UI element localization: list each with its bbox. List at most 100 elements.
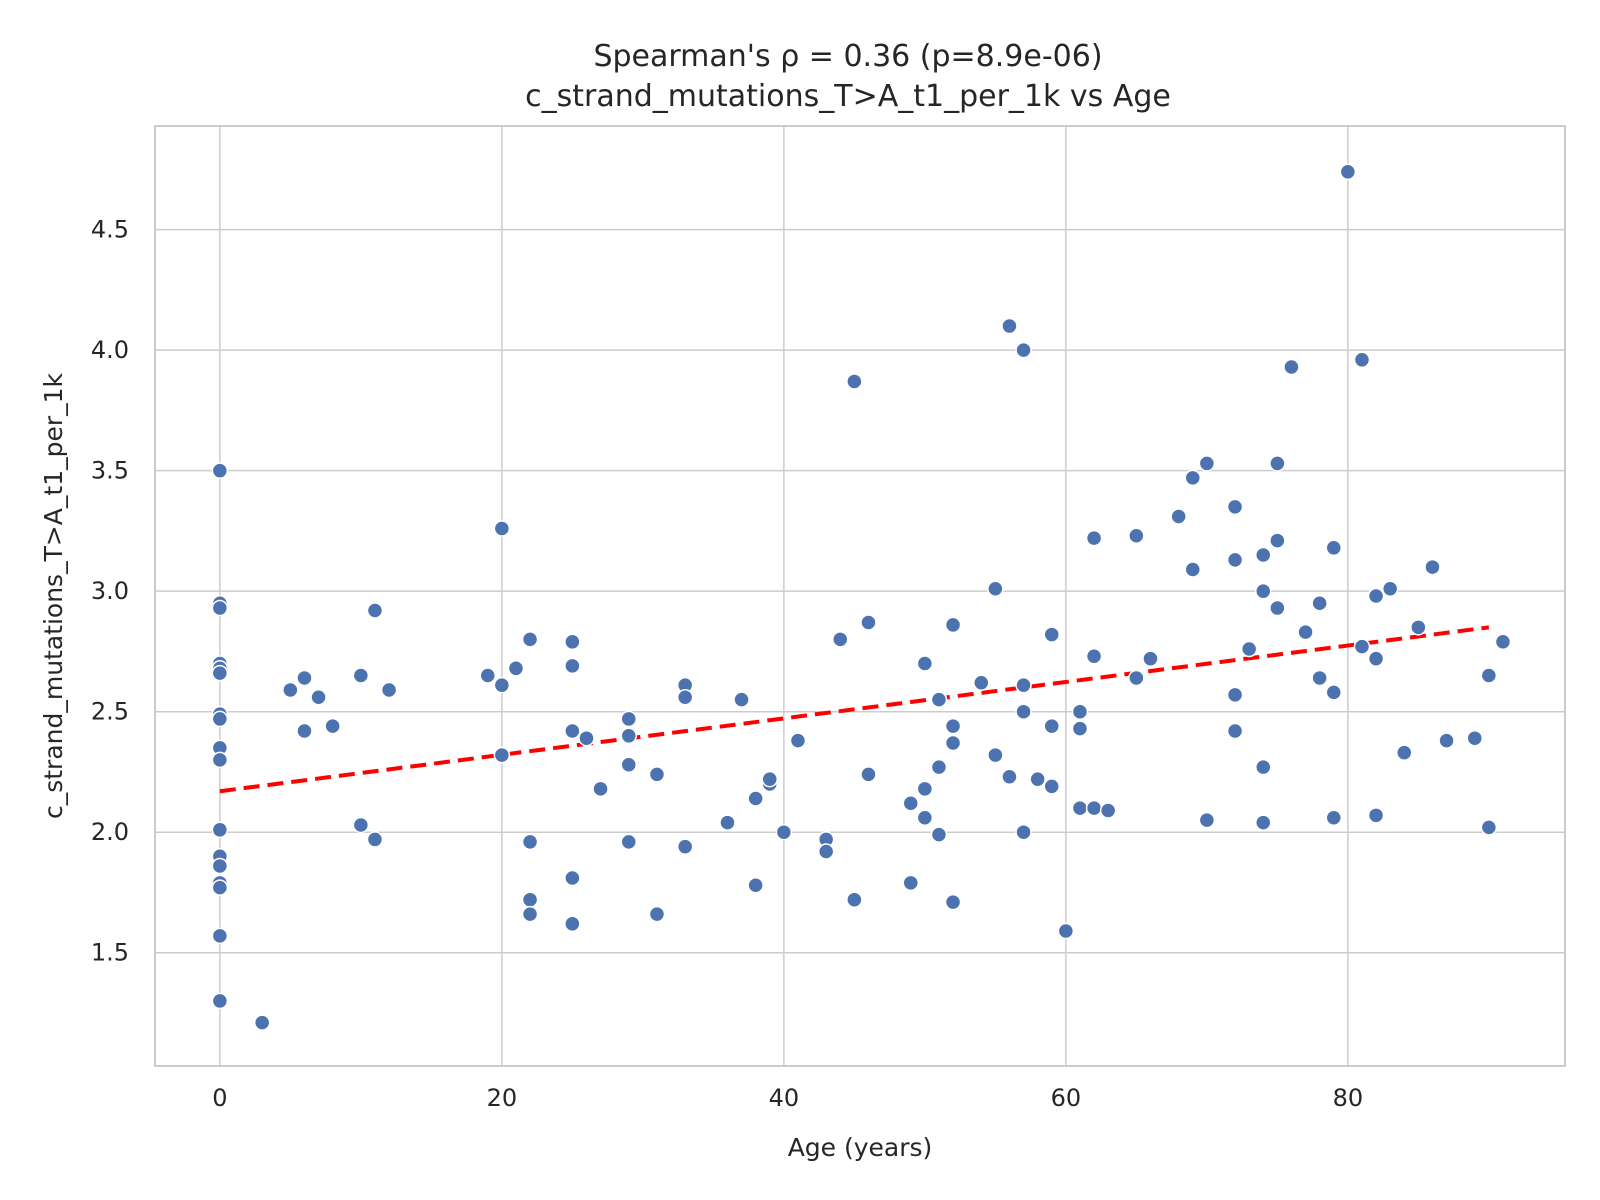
data-point <box>211 927 229 945</box>
data-point <box>733 691 750 708</box>
y-axis-label: c_strand_mutations_T>A_t1_per_1k <box>39 372 68 819</box>
data-point <box>1325 539 1343 557</box>
x-tick-label: 40 <box>769 1084 800 1112</box>
grid-lines <box>155 126 1565 1066</box>
plot-frame <box>154 125 1566 1067</box>
data-point <box>1128 669 1145 687</box>
data-point <box>987 580 1004 598</box>
data-point <box>1226 686 1244 704</box>
data-point <box>1240 640 1258 658</box>
data-point <box>1015 341 1032 359</box>
data-point <box>493 520 511 537</box>
data-point <box>1255 814 1272 831</box>
data-point <box>1184 469 1202 487</box>
trend-line <box>219 625 1490 794</box>
data-point <box>1396 744 1413 761</box>
data-point <box>211 751 229 769</box>
data-point <box>676 688 694 706</box>
data-point <box>832 631 849 648</box>
data-point <box>1071 720 1089 737</box>
data-point <box>1085 799 1103 817</box>
data-point <box>211 710 229 728</box>
data-point <box>1269 532 1286 549</box>
x-tick-label: 60 <box>1051 1084 1082 1112</box>
data-point <box>620 727 638 745</box>
data-point <box>761 770 779 788</box>
data-point <box>916 655 934 672</box>
chart-title-line1: Spearman's ρ = 0.36 (p=8.9e-06) <box>593 39 1102 74</box>
data-point <box>930 691 948 708</box>
data-point <box>1085 648 1103 665</box>
data-point <box>1269 455 1286 472</box>
x-tick-label: 20 <box>487 1084 518 1112</box>
data-point <box>1367 650 1385 667</box>
data-point <box>1325 684 1343 701</box>
x-tick-label: 0 <box>212 1084 227 1112</box>
y-tick-label: 2.5 <box>91 698 129 726</box>
data-point <box>747 790 764 807</box>
data-point <box>211 821 229 839</box>
data-point <box>902 874 920 892</box>
data-point <box>253 1014 271 1031</box>
data-point <box>211 462 229 479</box>
data-point <box>380 681 398 699</box>
data-point <box>493 676 511 694</box>
data-point <box>1255 758 1272 776</box>
data-point <box>1043 778 1061 795</box>
data-point <box>1480 819 1498 836</box>
data-point <box>578 729 595 747</box>
data-points <box>211 163 1512 1031</box>
data-point <box>1311 594 1328 612</box>
data-point <box>719 814 736 831</box>
data-point <box>930 758 948 776</box>
data-point <box>479 667 497 684</box>
data-point <box>789 732 807 749</box>
data-point <box>1015 703 1032 720</box>
data-point <box>902 795 920 812</box>
data-point <box>521 833 539 851</box>
data-point <box>973 674 990 692</box>
data-point <box>366 602 384 619</box>
data-point <box>1353 351 1371 369</box>
data-point <box>846 891 863 908</box>
data-point <box>620 756 638 773</box>
data-point <box>1367 807 1385 824</box>
tick-labels: 0 20 40 60 80 1.5 2.0 2.5 3.0 3.5 4.0 4.5 <box>91 216 1363 1112</box>
data-point <box>564 869 581 887</box>
trend-line-path <box>219 625 1490 794</box>
data-point <box>1381 580 1399 598</box>
data-point <box>211 879 229 896</box>
data-point <box>1015 823 1032 841</box>
data-point <box>1099 802 1117 819</box>
y-tick-label: 2.0 <box>91 818 129 846</box>
x-tick-label: 80 <box>1333 1084 1364 1112</box>
data-point <box>507 660 525 677</box>
data-point <box>916 809 934 826</box>
data-point <box>1226 498 1244 516</box>
data-point <box>1071 703 1089 720</box>
data-point <box>211 992 229 1010</box>
data-point <box>1170 508 1187 525</box>
data-point <box>1001 768 1018 786</box>
data-point <box>1269 599 1286 617</box>
data-point <box>775 823 793 841</box>
data-point <box>1198 455 1216 472</box>
y-tick-label: 3.0 <box>91 577 129 605</box>
data-point <box>1325 809 1343 826</box>
data-point <box>1410 619 1427 636</box>
data-point <box>1043 626 1061 643</box>
data-point <box>310 688 327 706</box>
data-point <box>1057 922 1075 940</box>
data-point <box>296 722 313 740</box>
data-point <box>1311 669 1328 687</box>
y-tick-label: 4.5 <box>91 216 129 244</box>
y-tick-label: 4.0 <box>91 336 129 364</box>
data-point <box>366 831 384 848</box>
data-point <box>1297 623 1314 641</box>
data-point <box>944 734 962 752</box>
data-point <box>521 891 539 908</box>
data-point <box>944 616 962 634</box>
data-point <box>521 631 539 648</box>
data-point <box>1015 676 1032 694</box>
data-point <box>1226 722 1244 740</box>
